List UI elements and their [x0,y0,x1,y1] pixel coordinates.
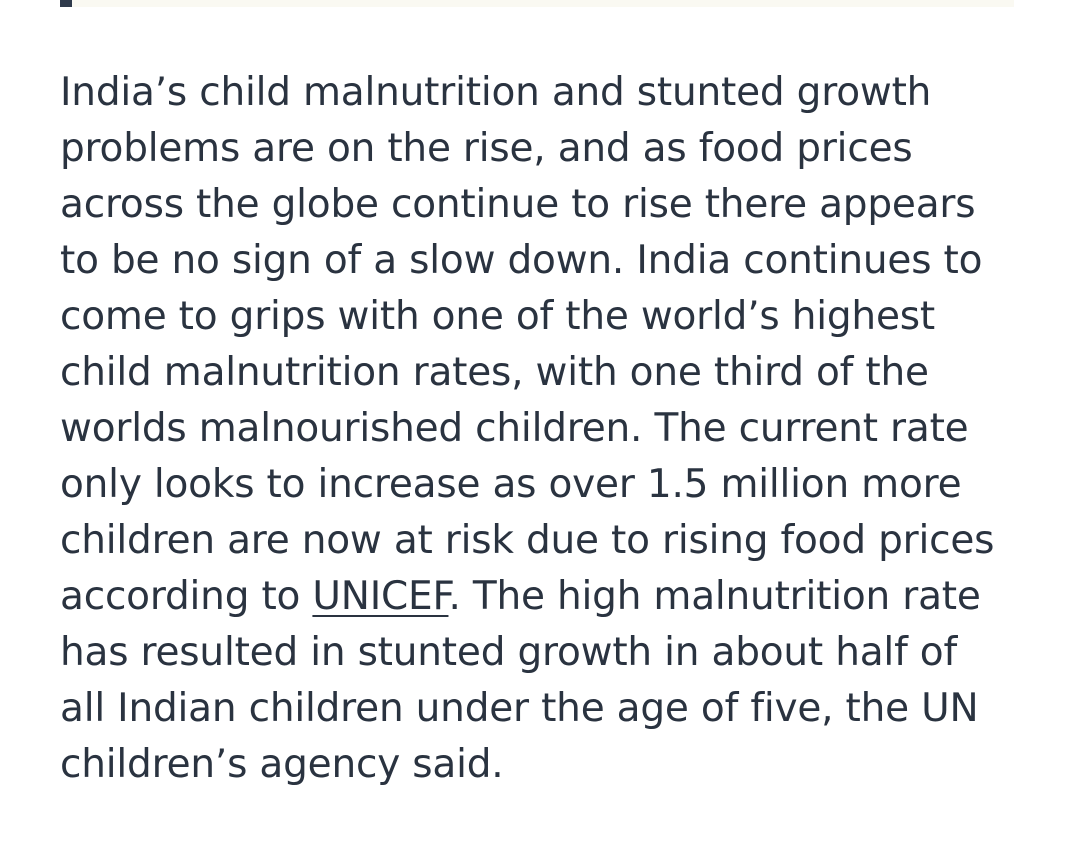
article-line: problems are on the rise, and as food pr… [60,126,913,171]
article-line: has resulted in stunted growth in about … [60,630,957,675]
article-text: . The high malnutrition rate [448,574,981,619]
article-line: children’s agency said. [60,742,504,787]
article-line: come to grips with one of the world’s hi… [60,294,935,339]
article-line: to be no sign of a slow down. India cont… [60,238,983,283]
unicef-link[interactable]: UNICEF [312,574,449,619]
article-line: all Indian children under the age of fiv… [60,686,979,731]
article-paragraph: India’s child malnutrition and stunted g… [60,65,1020,793]
article-line: across the globe continue to rise there … [60,182,976,227]
article-line: worlds malnourished children. The curren… [60,406,969,451]
blockquote-accent-bar [60,0,72,7]
article-line-with-link: according to UNICEF. The high malnutriti… [60,569,1020,625]
article-line: child malnutrition rates, with one third… [60,350,929,395]
article-text: according to [60,574,313,619]
article-line: only looks to increase as over 1.5 milli… [60,462,962,507]
blockquote-top-edge [60,0,1014,7]
article-line: India’s child malnutrition and stunted g… [60,70,932,115]
article-line: children are now at risk due to rising f… [60,518,995,563]
